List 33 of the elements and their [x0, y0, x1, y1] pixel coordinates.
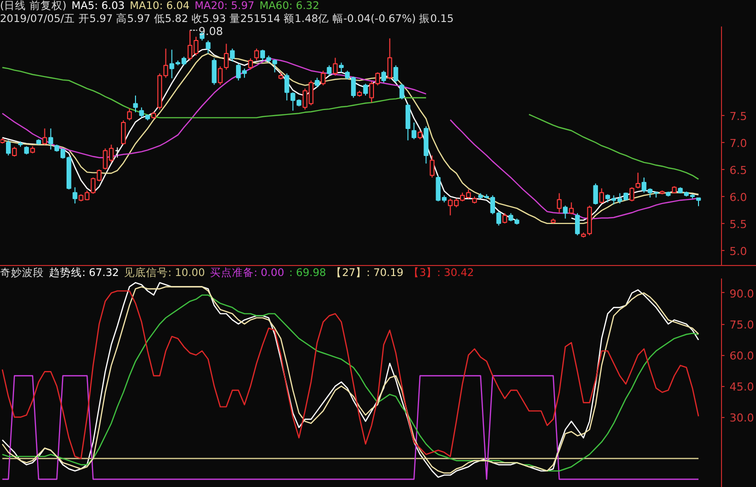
candlestick [338, 62, 344, 73]
y-tick-label: 5.0 [730, 244, 747, 258]
y-tick-label: 7.5 [730, 110, 747, 124]
text: MA20: 5.97 [194, 0, 254, 12]
y-tick-label: 7.0 [730, 136, 747, 150]
candlestick [133, 95, 138, 113]
y-tick-label: 30.0 [730, 412, 754, 425]
y-tick-label: 75.0 [730, 318, 754, 332]
candlestick [48, 128, 54, 150]
annotation: 9.08 [198, 24, 223, 38]
y-tick-label: 45.0 [730, 380, 754, 394]
text: 【3】: 30.42 [408, 267, 474, 279]
chart-subtitle: 2019/07/05/五 开5.97 高5.97 低5.82 收5.93 量251514 额1.48亿 幅-0.04(-0.67%) 振0.15 [0, 13, 454, 25]
y-tick-label: 6.0 [730, 190, 747, 204]
text: : 69.98 [289, 267, 326, 279]
text: 【27】: 70.19 [331, 267, 404, 279]
text: MA5: 6.03 [72, 0, 125, 12]
candlestick [406, 103, 410, 141]
text: MA10: 6.04 [130, 0, 190, 12]
candlestick [399, 83, 404, 100]
chart-title: 奇妙波段 [0, 267, 44, 279]
candlestick [320, 70, 326, 86]
text: 买点准备: 0.00 [210, 267, 284, 279]
y-tick-label: 60.0 [730, 350, 754, 363]
candlestick [151, 111, 156, 120]
y-tick-label: 6.5 [730, 164, 747, 177]
series-label: 趋势线: 67.32 [49, 267, 119, 279]
candlestick [412, 122, 416, 140]
text: 见底信号: 10.00 [124, 267, 205, 279]
text: MA60: 6.32 [259, 0, 320, 12]
y-tick-label: 5.5 [730, 218, 747, 231]
y-tick-label: 90.0 [730, 287, 754, 300]
chart-title: (日线 前复权) [0, 0, 67, 12]
